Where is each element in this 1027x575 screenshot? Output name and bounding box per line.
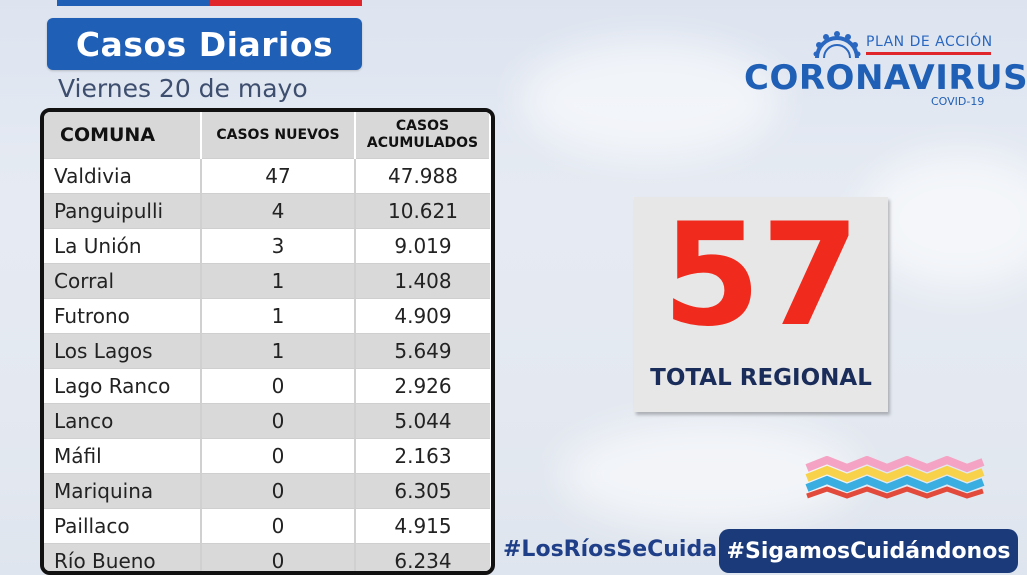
cell-casos-nuevos: 0 [200, 438, 355, 474]
cell-casos-nuevos: 47 [200, 158, 355, 194]
column-header-acumulados-line2: ACUMULADOS [366, 135, 479, 151]
cell-comuna: Los Lagos [44, 333, 201, 369]
table-row: Futrono 1 4.909 [44, 298, 490, 334]
hashtag-banner: #SigamosCuidándonos [719, 529, 1018, 573]
hashtag-sigamos: #SigamosCuidándonos [726, 538, 1011, 564]
table-row: La Unión 3 9.019 [44, 228, 490, 264]
cell-casos-acumulados: 10.621 [354, 193, 490, 229]
cell-casos-nuevos: 1 [200, 333, 355, 369]
table-row: Corral 1 1.408 [44, 263, 490, 299]
cell-comuna: Lanco [44, 403, 201, 439]
cases-table: COMUNA CASOS NUEVOS CASOS ACUMULADOS Val… [40, 108, 495, 575]
table-row: Máfil 0 2.163 [44, 438, 490, 474]
logo-plan-text: PLAN DE ACCIÓN [866, 34, 993, 50]
plan-coronavirus-logo: PLAN DE ACCIÓN CORONAVIRUS COVID-19 [744, 28, 1027, 108]
total-regional-card: 57 TOTAL REGIONAL [634, 197, 888, 412]
cell-comuna: Corral [44, 263, 201, 299]
cell-comuna: Panguipulli [44, 193, 201, 229]
cell-casos-nuevos: 1 [200, 298, 355, 334]
sun-virus-icon [813, 31, 861, 59]
cell-casos-nuevos: 0 [200, 543, 355, 571]
cell-casos-acumulados: 6.234 [354, 543, 490, 571]
cell-casos-acumulados: 4.915 [354, 508, 490, 544]
table-row: Mariquina 0 6.305 [44, 473, 490, 509]
table-row: Panguipulli 4 10.621 [44, 193, 490, 229]
table-row: Paillaco 0 4.915 [44, 508, 490, 544]
cell-comuna: Lago Ranco [44, 368, 201, 404]
cell-comuna: Futrono [44, 298, 201, 334]
table-header-row: COMUNA CASOS NUEVOS CASOS ACUMULADOS [44, 112, 491, 159]
cell-casos-acumulados: 6.305 [354, 473, 490, 509]
cell-casos-acumulados: 5.044 [354, 403, 490, 439]
column-header-acumulados-line1: CASOS [395, 118, 450, 134]
cell-casos-acumulados: 9.019 [354, 228, 490, 264]
logo-covid-text: COVID-19 [931, 95, 985, 108]
column-header-acumulados: CASOS ACUMULADOS [355, 112, 491, 159]
cell-comuna: Río Bueno [44, 543, 201, 571]
cell-casos-nuevos: 3 [200, 228, 355, 264]
cell-comuna: Valdivia [44, 158, 201, 194]
cell-casos-nuevos: 0 [200, 403, 355, 439]
title-banner: Casos Diarios [47, 18, 362, 70]
column-header-comuna: COMUNA [44, 112, 202, 159]
colored-waves-decoration [805, 456, 985, 499]
logo-red-underline [866, 52, 991, 55]
cell-comuna: Máfil [44, 438, 201, 474]
logo-coronavirus-text: CORONAVIRUS [744, 58, 1027, 98]
cell-casos-nuevos: 4 [200, 193, 355, 229]
cell-casos-nuevos: 0 [200, 368, 355, 404]
page-title: Casos Diarios [75, 24, 334, 64]
header-color-bar [57, 0, 362, 6]
table-row: Valdivia 47 47.988 [44, 158, 490, 194]
cell-casos-nuevos: 0 [200, 508, 355, 544]
cell-casos-nuevos: 0 [200, 473, 355, 509]
cell-comuna: Paillaco [44, 508, 201, 544]
table-row: Río Bueno 0 6.234 [44, 543, 490, 571]
cell-casos-acumulados: 47.988 [354, 158, 490, 194]
cell-casos-acumulados: 2.926 [354, 368, 490, 404]
table-row: Lanco 0 5.044 [44, 403, 490, 439]
cell-comuna: Mariquina [44, 473, 201, 509]
cell-casos-acumulados: 1.408 [354, 263, 490, 299]
table-row: Lago Ranco 0 2.926 [44, 368, 490, 404]
table-row: Los Lagos 1 5.649 [44, 333, 490, 369]
total-regional-value: 57 [662, 193, 860, 358]
column-header-nuevos: CASOS NUEVOS [201, 112, 356, 159]
cell-comuna: La Unión [44, 228, 201, 264]
cell-casos-acumulados: 5.649 [354, 333, 490, 369]
cell-casos-acumulados: 2.163 [354, 438, 490, 474]
report-date: Viernes 20 de mayo [58, 74, 308, 103]
cell-casos-nuevos: 1 [200, 263, 355, 299]
hashtag-los-rios: #LosRíosSeCuida [503, 537, 718, 562]
cell-casos-acumulados: 4.909 [354, 298, 490, 334]
total-regional-label: TOTAL REGIONAL [650, 365, 872, 391]
